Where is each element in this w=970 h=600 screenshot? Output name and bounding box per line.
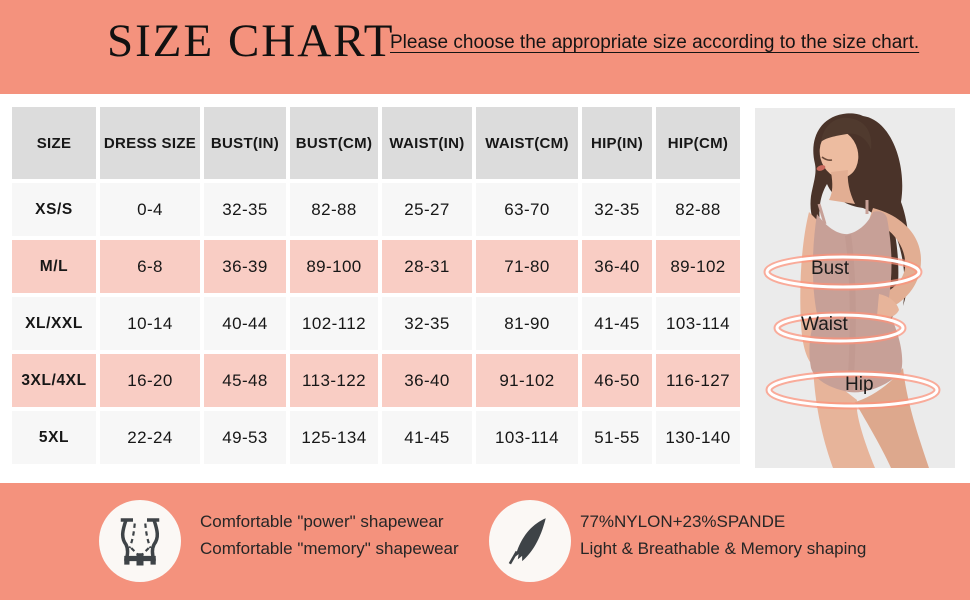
col-header-waist-cm: WAIST(CM)	[476, 107, 578, 179]
fabric-feature-circle	[489, 500, 571, 582]
table-cell: 40-44	[204, 297, 286, 350]
shapewear-feature-circle	[99, 500, 181, 582]
table-cell: 32-35	[582, 183, 652, 236]
table-cell: 32-35	[382, 297, 472, 350]
table-cell: 25-27	[382, 183, 472, 236]
row-size-label: M/L	[12, 240, 96, 293]
table-cell: 63-70	[476, 183, 578, 236]
table-cell: 51-55	[582, 411, 652, 464]
feature-line: Comfortable "memory" shapewear	[200, 539, 459, 558]
fabric-feature-text: 77%NYLON+23%SPANDE Light & Breathable & …	[580, 508, 866, 562]
col-header-hip-cm: HIP(CM)	[656, 107, 740, 179]
table-cell: 10-14	[100, 297, 200, 350]
shapewear-feature-text: Comfortable "power" shapewear Comfortabl…	[200, 508, 459, 562]
table-cell: 41-45	[382, 411, 472, 464]
shapewear-icon	[120, 518, 160, 566]
size-table: SIZE DRESS SIZE BUST(IN) BUST(CM) WAIST(…	[12, 107, 740, 464]
table-cell: 49-53	[204, 411, 286, 464]
table-cell: 103-114	[476, 411, 578, 464]
row-size-label: 5XL	[12, 411, 96, 464]
table-cell: 113-122	[290, 354, 378, 407]
model-photo: Bust Waist Hip	[755, 108, 955, 468]
table-cell: 6-8	[100, 240, 200, 293]
table-cell: 16-20	[100, 354, 200, 407]
table-cell: 91-102	[476, 354, 578, 407]
row-size-label: XL/XXL	[12, 297, 96, 350]
table-cell: 45-48	[204, 354, 286, 407]
page-title: SIZE CHART	[107, 15, 395, 67]
row-size-label: 3XL/4XL	[12, 354, 96, 407]
table-cell: 36-40	[582, 240, 652, 293]
table-cell: 32-35	[204, 183, 286, 236]
table-cell: 36-39	[204, 240, 286, 293]
table-cell: 103-114	[656, 297, 740, 350]
table-cell: 125-134	[290, 411, 378, 464]
table-cell: 82-88	[290, 183, 378, 236]
feather-icon	[508, 518, 546, 565]
hip-label: Hip	[845, 374, 874, 395]
waist-label: Waist	[801, 314, 848, 335]
feature-line: Light & Breathable & Memory shaping	[580, 539, 867, 558]
table-cell: 46-50	[582, 354, 652, 407]
col-header-hip-in: HIP(IN)	[582, 107, 652, 179]
table-cell: 41-45	[582, 297, 652, 350]
table-cell: 82-88	[656, 183, 740, 236]
col-header-size: SIZE	[12, 107, 96, 179]
col-header-waist-in: WAIST(IN)	[382, 107, 472, 179]
bust-ring	[763, 253, 923, 291]
table-cell: 22-24	[100, 411, 200, 464]
table-cell: 130-140	[656, 411, 740, 464]
table-cell: 0-4	[100, 183, 200, 236]
col-header-dress: DRESS SIZE	[100, 107, 200, 179]
header-band: SIZE CHART Please choose the appropriate…	[0, 0, 970, 94]
table-cell: 89-102	[656, 240, 740, 293]
table-cell: 116-127	[656, 354, 740, 407]
feature-line: 77%NYLON+23%SPANDE	[580, 512, 786, 531]
bust-label: Bust	[811, 258, 850, 279]
table-cell: 102-112	[290, 297, 378, 350]
col-header-bust-in: BUST(IN)	[204, 107, 286, 179]
table-cell: 28-31	[382, 240, 472, 293]
table-cell: 71-80	[476, 240, 578, 293]
model-figure-illustration	[755, 108, 955, 468]
table-cell: 89-100	[290, 240, 378, 293]
feature-line: Comfortable "power" shapewear	[200, 512, 444, 531]
table-cell: 36-40	[382, 354, 472, 407]
col-header-bust-cm: BUST(CM)	[290, 107, 378, 179]
hip-ring	[765, 370, 941, 410]
table-cell: 81-90	[476, 297, 578, 350]
features-band: Comfortable "power" shapewear Comfortabl…	[0, 483, 970, 600]
row-size-label: XS/S	[12, 183, 96, 236]
page-subtitle: Please choose the appropriate size accor…	[390, 32, 920, 53]
waist-ring	[773, 311, 907, 345]
